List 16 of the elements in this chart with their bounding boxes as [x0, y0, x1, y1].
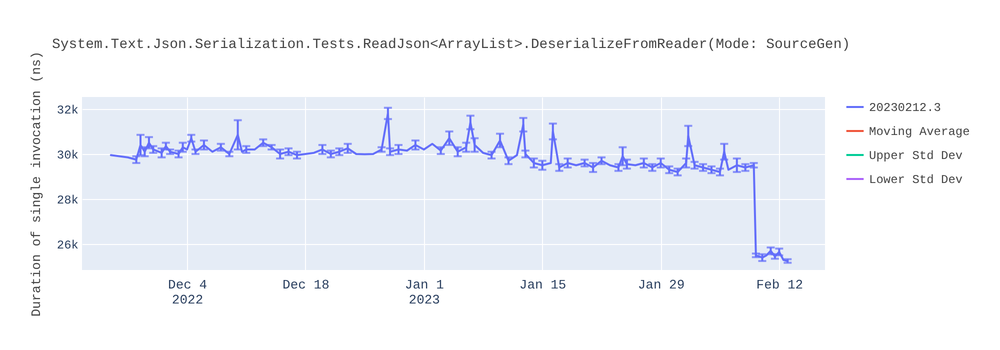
x-tick-label: Jan 15 [519, 278, 566, 292]
x-tick-label: Dec 4 2022 [168, 278, 208, 308]
legend-label: Lower Std Dev [869, 173, 963, 187]
legend-label: Moving Average [869, 125, 970, 139]
x-tick-label: Dec 18 [282, 278, 330, 292]
y-tick-label: 26k [56, 238, 78, 253]
x-tick-label: Feb 12 [756, 278, 804, 292]
y-axis-title: Duration of single invocation (ns) [28, 51, 44, 317]
y-tick-label: 32k [56, 103, 78, 118]
y-tick-label: 28k [56, 194, 78, 208]
x-tick-label: Jan 1 2023 [404, 278, 444, 308]
x-tick-label: Jan 29 [638, 278, 685, 292]
legend-label: 20230212.3 [869, 101, 942, 115]
y-tick-label: 30k [56, 148, 78, 162]
chart-title: System.Text.Json.Serialization.Tests.ReadJson<ArrayList>.DeserializeFromReader(Mode: SourceGen) [52, 36, 850, 53]
legend-label: Upper Std Dev [869, 149, 963, 163]
